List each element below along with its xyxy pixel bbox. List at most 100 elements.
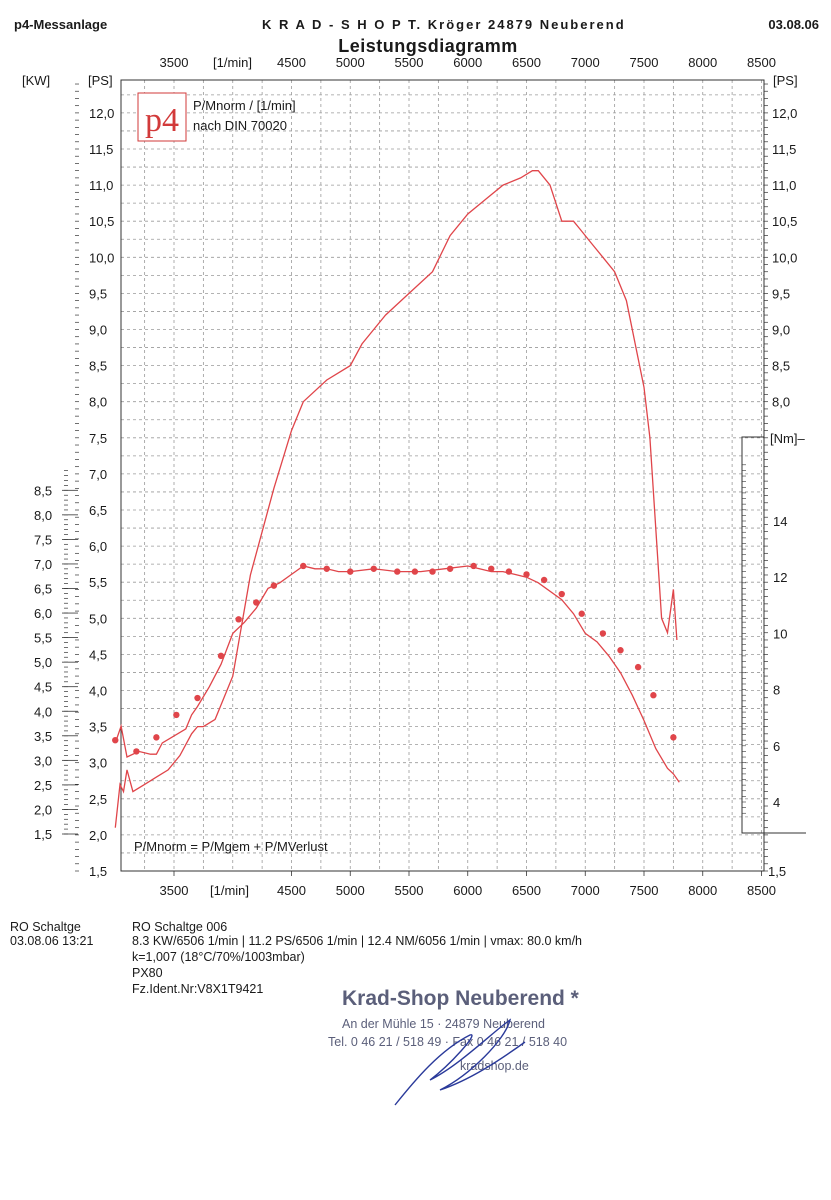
nm-tick-label: 12 [773, 570, 787, 585]
kw-tick-label: 2,5 [34, 778, 52, 793]
rpm-tick-top: 8000 [688, 55, 717, 70]
ps-tick-label: 9,5 [89, 286, 107, 301]
ps-left-ticks: 12,0 11,5 11,0 10,5 10,0 9,5 9,0 8,5 8,0 7,5 7,0 6,… [89, 106, 114, 879]
rpm-tick-bottom: 6000 [453, 883, 482, 898]
run-name: RO Schaltge 006 [132, 920, 228, 934]
chart-title: Leistungsdiagramm [338, 36, 518, 56]
rpm-tick-bottom: 4500 [277, 883, 306, 898]
nm-tick-label: 4 [773, 795, 780, 810]
axis-minor-ticks [64, 83, 768, 872]
torque-marker [470, 562, 477, 570]
stamp-address: An der Mühle 15 · 24879 Neuberend [342, 1017, 545, 1031]
kw-tick-label: 6,5 [34, 582, 52, 597]
ps-right-tick-label: 12,0 [772, 106, 797, 121]
rpm-tick-bottom: 5500 [395, 883, 424, 898]
bottom-rpm-ticks: 3500 4500 5000 5500 6000 6500 7000 7500 8000 8500 [160, 871, 776, 898]
rpm-tick-top: 7500 [630, 55, 659, 70]
ps-tick-label: 6,5 [89, 503, 107, 518]
rpm-tick-top: 8500 [747, 55, 776, 70]
ps-right-tick-label: 9,0 [772, 323, 790, 338]
ps-tick-label: 2,0 [89, 828, 107, 843]
ps-tick-label: 5,5 [89, 575, 107, 590]
power-chart: 3500 4500 5000 5500 6000 6500 7000 7500 8000 8500… [22, 55, 806, 898]
ps-tick-label: 4,5 [89, 647, 107, 662]
torque-marker [599, 630, 607, 637]
rpm-tick-bottom: 5000 [336, 883, 365, 898]
nm-tick-label: 6 [773, 739, 780, 754]
torque-marker [617, 647, 624, 654]
ps-right-tick-label: 8,5 [772, 359, 790, 374]
torque-marker [578, 610, 585, 617]
grid-lines [121, 80, 764, 871]
torque-marker [540, 576, 548, 584]
correction-factor: k=1,007 (18°C/70%/1003mbar) [132, 950, 305, 964]
ps-right-tick-label: 9,5 [772, 286, 790, 301]
kw-unit-label: [KW] [22, 73, 50, 88]
kw-tick-label: 1,5 [34, 827, 52, 842]
kw-tick-label: 8,5 [34, 483, 52, 498]
shop-stamp: Krad-Shop Neuberend * An der Mühle 15 · … [328, 987, 580, 1106]
torque-marker [253, 599, 260, 606]
stamp-web: kradshop.de [460, 1059, 529, 1073]
torque-marker [446, 565, 454, 572]
kw-ticks: 8,5 8,0 7,5 7,0 6,5 6,0 5,5 5,0 4,5 4,0 3,5 3,0 2,5 2… [34, 483, 78, 842]
nm-axis [741, 436, 806, 834]
shop-heading: K R A D - S H O P T. Kröger 24879 Neuber… [262, 17, 626, 32]
rpm-unit-top: [1/min] [213, 55, 252, 70]
rpm-tick-top: 5500 [395, 55, 424, 70]
vehicle-ident: Fz.Ident.Nr:V8X1T9421 [132, 982, 264, 996]
torque-marker [270, 582, 278, 589]
rpm-tick-top: 3500 [160, 55, 189, 70]
kw-tick-label: 2,0 [34, 802, 52, 817]
stamp-name: Krad-Shop Neuberend * [342, 987, 580, 1010]
report-source: p4-Messanlage [14, 17, 108, 32]
curves [112, 170, 680, 828]
rpm-tick-bottom: 3500 [160, 883, 189, 898]
kw-tick-label: 6,0 [34, 606, 52, 621]
torque-marker [650, 692, 657, 699]
signature-scribble [394, 1018, 526, 1106]
torque-marker [194, 694, 201, 702]
ps-unit-right: [PS] [773, 73, 798, 88]
rpm-tick-bottom: 6500 [512, 883, 541, 898]
ps-tick-label: 10,0 [89, 250, 114, 265]
ps-tick-label: 2,5 [89, 792, 107, 807]
ps-tick-label: 8,0 [89, 395, 107, 410]
nm-tick-label: 14 [773, 514, 787, 529]
nm-ticks: 14 12 10 8 6 4 [742, 464, 787, 814]
torque-marker [300, 562, 307, 570]
torque-marker [370, 565, 377, 572]
kw-tick-label: 5,5 [34, 631, 52, 646]
nm-unit-label: [Nm]– [770, 431, 805, 446]
ps-tick-label: 5,0 [89, 611, 107, 626]
ps-right-ticks: 12,0 11,5 11,0 10,5 10,0 9,5 9,0 8,5 8,0 [772, 106, 797, 410]
nm-tick-label: 10 [773, 626, 787, 641]
kw-tick-label: 7,0 [34, 557, 52, 572]
rpm-tick-top: 4500 [277, 55, 306, 70]
ps-tick-label: 7,0 [89, 467, 107, 482]
p4-logo [137, 92, 187, 142]
ps-right-tick-label: 8,0 [772, 395, 790, 410]
ps-tick-label: 9,0 [89, 323, 107, 338]
torque-marker [394, 568, 401, 575]
ps-tick-label: 12,0 [89, 106, 114, 121]
kw-tick-label: 4,0 [34, 704, 52, 719]
torque-marker [112, 736, 119, 744]
stamp-phone: Tel. 0 46 21 / 518 49 · Fax 0 46 21 / 51… [328, 1035, 567, 1049]
run-results: 8.3 KW/6506 1/min | 11.2 PS/6506 1/min |… [132, 934, 583, 948]
ps-right-tick-label: 11,0 [772, 178, 796, 193]
torque-marker [323, 565, 330, 572]
torque-marker [558, 590, 565, 598]
torque-marker [153, 734, 160, 741]
rpm-tick-top: 7000 [571, 55, 600, 70]
ps-tick-label: 6,0 [89, 539, 107, 554]
rpm-tick-bottom: 8500 [747, 883, 776, 898]
ps-tick-label: 3,5 [89, 720, 107, 735]
legend-box: p4 P/Mnorm / [1/min] nach DIN 70020 [137, 92, 296, 142]
p4-logo-text: p4 [145, 102, 179, 139]
top-rpm-ticks: 3500 4500 5000 5500 6000 6500 7000 7500 8000 8500 [160, 55, 776, 70]
torque-marker [411, 568, 419, 575]
rpm-tick-top: 5000 [336, 55, 365, 70]
torque-marker [173, 711, 180, 719]
ps-tick-label: 11,5 [89, 142, 113, 157]
